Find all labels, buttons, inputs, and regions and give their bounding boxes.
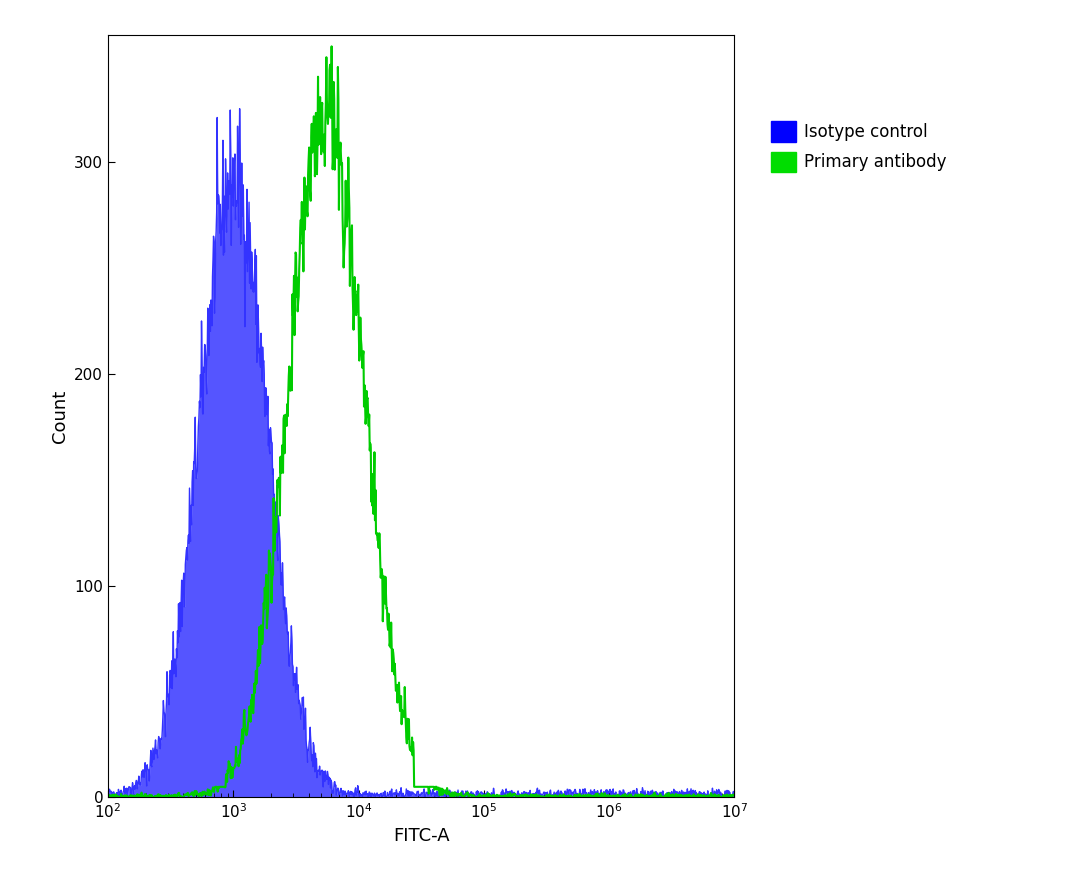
Y-axis label: Count: Count — [51, 390, 69, 443]
X-axis label: FITC-A: FITC-A — [393, 827, 449, 844]
Legend: Isotype control, Primary antibody: Isotype control, Primary antibody — [765, 114, 954, 179]
